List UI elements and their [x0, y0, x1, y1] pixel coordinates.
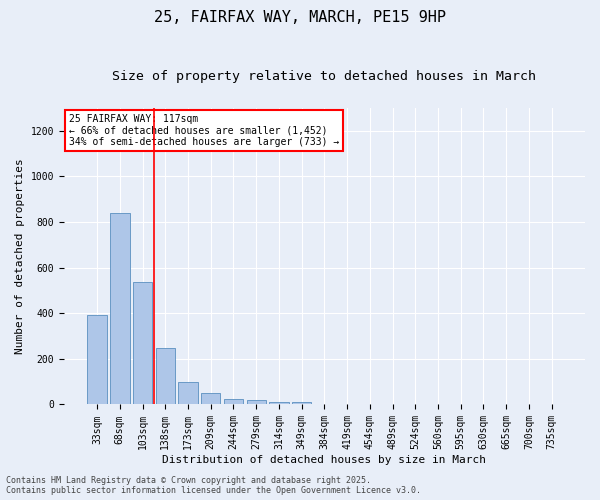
Bar: [292, 402, 311, 404]
Bar: [224, 400, 243, 404]
Title: Size of property relative to detached houses in March: Size of property relative to detached ho…: [112, 70, 536, 83]
Text: 25, FAIRFAX WAY, MARCH, PE15 9HP: 25, FAIRFAX WAY, MARCH, PE15 9HP: [154, 10, 446, 25]
Bar: [133, 282, 152, 405]
Bar: [178, 382, 197, 404]
Text: 25 FAIRFAX WAY: 117sqm
← 66% of detached houses are smaller (1,452)
34% of semi-: 25 FAIRFAX WAY: 117sqm ← 66% of detached…: [69, 114, 339, 147]
Text: Contains HM Land Registry data © Crown copyright and database right 2025.
Contai: Contains HM Land Registry data © Crown c…: [6, 476, 421, 495]
Y-axis label: Number of detached properties: Number of detached properties: [15, 158, 25, 354]
Bar: [110, 213, 130, 404]
Bar: [247, 400, 266, 404]
Bar: [201, 392, 220, 404]
Bar: [88, 316, 107, 404]
Bar: [269, 402, 289, 404]
X-axis label: Distribution of detached houses by size in March: Distribution of detached houses by size …: [163, 455, 487, 465]
Bar: [155, 348, 175, 405]
